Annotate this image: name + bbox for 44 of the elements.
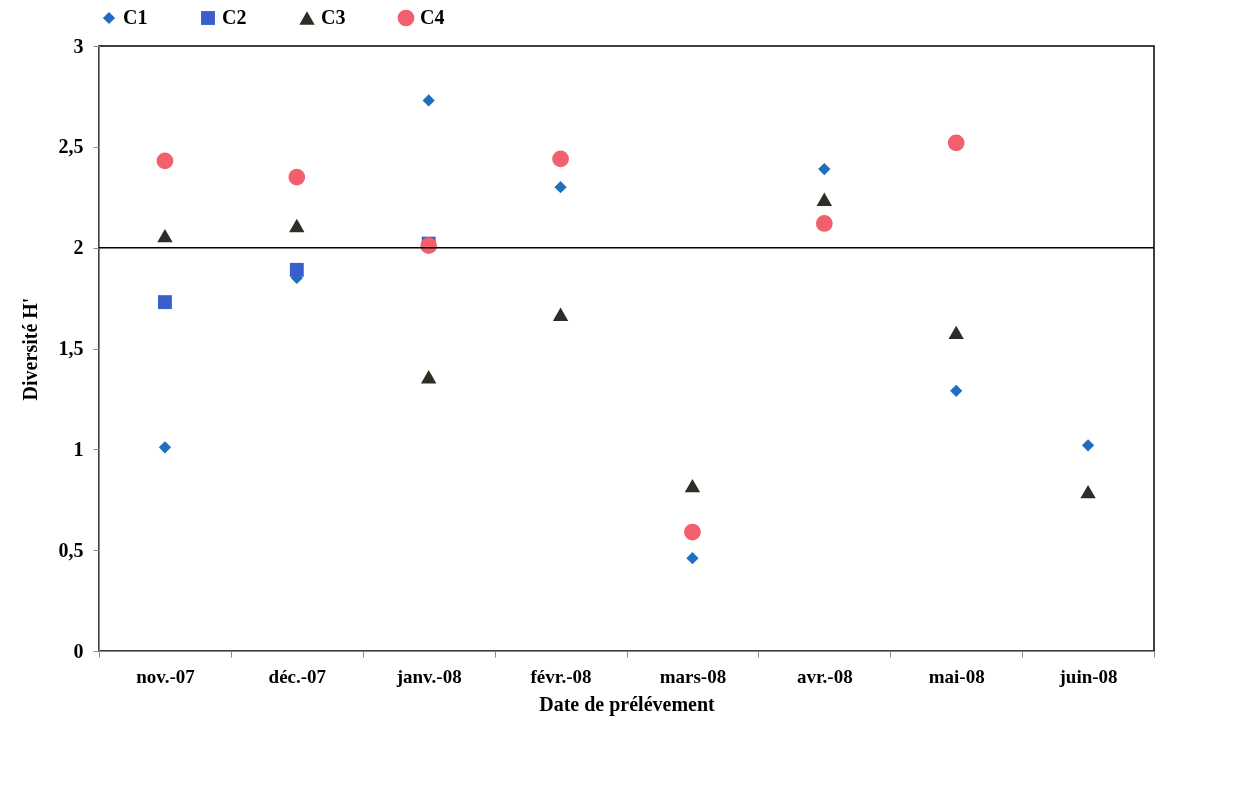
point xyxy=(422,94,435,107)
point xyxy=(818,162,831,176)
legend-label: C4 xyxy=(420,6,445,28)
x-tick-label: nov.-07 xyxy=(136,665,196,687)
y-tick-label: 2,5 xyxy=(58,135,84,158)
point xyxy=(816,192,832,206)
legend-label: C3 xyxy=(321,6,346,28)
x-tick-label: févr.-08 xyxy=(530,665,592,687)
point xyxy=(684,523,701,541)
y-tick-label: 0 xyxy=(73,639,84,662)
x-axis-title: Date de prélévement xyxy=(539,692,716,716)
y-tick-label: 2 xyxy=(73,236,84,259)
point xyxy=(948,325,964,340)
point xyxy=(289,218,305,233)
point xyxy=(289,262,304,277)
x-tick-label: juin-08 xyxy=(1058,665,1118,687)
y-tick-label: 1,5 xyxy=(58,337,84,359)
point xyxy=(157,295,172,310)
point xyxy=(421,370,437,384)
point xyxy=(156,152,174,170)
x-tick-label: janv.-08 xyxy=(395,665,462,687)
point xyxy=(686,552,699,565)
y-tick-label: 3 xyxy=(73,34,84,57)
point xyxy=(552,307,569,321)
point xyxy=(554,181,567,194)
x-tick-label: mai-08 xyxy=(928,665,985,687)
x-tick-label: déc.-07 xyxy=(268,665,327,687)
legend-label: C2 xyxy=(222,6,247,28)
point xyxy=(950,384,963,397)
legend-label: C1 xyxy=(123,6,148,28)
point xyxy=(947,134,965,152)
point xyxy=(288,168,306,186)
point xyxy=(1081,439,1095,452)
y-tick-label: 1 xyxy=(73,437,84,460)
y-axis-title: Diversité H' xyxy=(18,297,41,401)
point xyxy=(1080,485,1096,499)
point xyxy=(157,228,173,243)
x-tick-label: mars-08 xyxy=(659,665,727,687)
point xyxy=(158,441,172,454)
point xyxy=(815,215,833,232)
x-tick-label: avr.-08 xyxy=(796,665,853,687)
point xyxy=(552,150,569,168)
y-tick-label: 0,5 xyxy=(58,538,84,561)
point xyxy=(684,478,701,493)
